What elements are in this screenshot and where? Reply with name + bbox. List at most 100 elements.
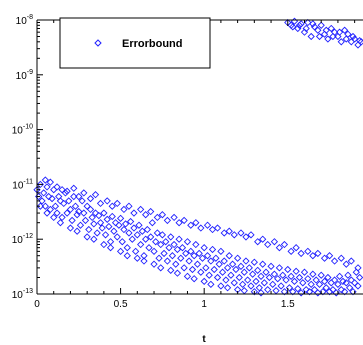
data-point (68, 216, 76, 225)
data-point (342, 279, 350, 287)
data-point (75, 207, 83, 216)
data-point (125, 229, 133, 237)
data-point (130, 224, 138, 232)
data-point (280, 240, 289, 249)
data-point (128, 235, 136, 243)
data-point (230, 231, 238, 239)
data-point (314, 26, 322, 34)
data-point (342, 260, 350, 268)
data-point (265, 273, 274, 282)
data-point (279, 271, 287, 279)
data-point (302, 286, 310, 294)
data-point (213, 273, 222, 282)
data-point (41, 176, 49, 184)
data-point (240, 268, 248, 276)
data-point (133, 254, 141, 262)
data-point (238, 280, 247, 288)
data-point (96, 219, 105, 227)
data-point (56, 219, 65, 227)
data-point (180, 264, 188, 272)
data-point (160, 249, 168, 258)
data-point (212, 254, 220, 262)
data-point (36, 202, 44, 210)
data-point (183, 238, 192, 246)
data-point (90, 220, 98, 228)
ticks: 0 0.5 1 1.5 10-8 10-9 10-10 10-11 10-12 10-13 (12, 14, 356, 310)
data-point (228, 260, 237, 268)
data-point (310, 23, 319, 31)
data-point (315, 280, 324, 288)
y-tick-label: 10-12 (12, 233, 33, 246)
data-point (78, 197, 86, 205)
y-tick-label: 10-8 (16, 14, 33, 27)
data-point (257, 272, 265, 280)
data-point (274, 275, 282, 283)
data-point (162, 238, 170, 246)
data-point (317, 271, 325, 279)
data-point (75, 192, 83, 201)
data-point (304, 247, 312, 255)
data-point (83, 202, 91, 210)
data-point (340, 288, 349, 296)
data-point (153, 229, 162, 237)
data-point (270, 270, 279, 278)
data-point (110, 227, 118, 235)
data-point (50, 213, 58, 222)
data-point (337, 38, 345, 46)
legend-box (59, 17, 211, 69)
data-point (152, 238, 160, 246)
data-point (158, 211, 167, 219)
data-point (304, 18, 312, 27)
data-point (140, 252, 148, 260)
data-point (70, 184, 78, 192)
data-point (135, 221, 143, 229)
data-point (101, 231, 110, 239)
data-point (340, 26, 349, 34)
data-point (324, 35, 332, 43)
data-point (230, 279, 238, 287)
data-point (115, 221, 123, 229)
data-point (142, 211, 150, 219)
data-point (116, 247, 125, 255)
data-point (63, 187, 71, 195)
data-point (275, 264, 284, 272)
data-point (167, 233, 175, 241)
data-point (140, 257, 148, 265)
data-point (297, 289, 305, 297)
data-point (96, 199, 105, 208)
data-point (232, 265, 240, 274)
data-point (93, 229, 101, 237)
y-tick-label: 10-10 (12, 124, 33, 137)
data-point (314, 289, 322, 297)
data-point (255, 284, 263, 292)
data-point (36, 180, 44, 189)
data-point (295, 273, 304, 282)
data-point (88, 213, 96, 222)
data-point (58, 186, 66, 194)
data-point (85, 225, 93, 234)
data-point (123, 244, 131, 252)
data-point (250, 258, 258, 266)
data-point (58, 213, 66, 222)
data-point (106, 238, 115, 246)
data-point (349, 32, 357, 41)
x-tick-label: 1 (201, 299, 207, 310)
data-point (304, 275, 312, 283)
data-point (108, 212, 116, 221)
data-point (46, 178, 55, 186)
data-point (150, 260, 158, 268)
data-point (165, 244, 173, 252)
data-point (309, 20, 317, 28)
data-point (137, 205, 145, 214)
data-point (173, 245, 182, 254)
data-point (299, 279, 307, 287)
data-point (90, 235, 98, 243)
data-point (178, 244, 187, 252)
data-point (260, 279, 269, 287)
data-point (91, 191, 100, 199)
data-point (233, 254, 242, 262)
data-point (305, 288, 314, 296)
data-point (347, 257, 355, 265)
data-point (120, 205, 128, 214)
data-point (65, 197, 73, 205)
